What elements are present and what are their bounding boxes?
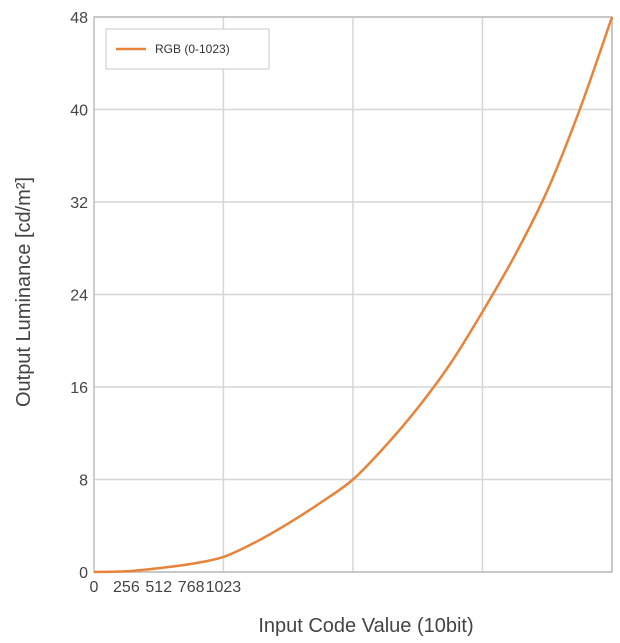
x-tick-label-256: 256 [113,579,140,596]
y-tick-label-40: 40 [70,103,88,120]
x-tick-labels: 0 256 512 768 1023 [90,579,242,596]
y-tick-label-48: 48 [70,10,88,27]
legend: RGB (0-1023) [105,28,270,70]
y-axis-label: Output Luminance [cd/m²] [13,177,35,407]
y-tick-label-0: 0 [79,565,88,582]
plot-frame [93,16,613,573]
x-tick-label-0: 0 [90,579,99,596]
x-tick-label-512: 512 [145,579,172,596]
legend-label-rgb: RGB (0-1023) [155,42,230,56]
x-tick-label-768: 768 [178,579,205,596]
y-tick-labels: 0 8 16 24 32 40 48 [70,10,88,582]
x-tick-label-1023: 1023 [206,579,242,596]
series-line-0 [93,16,614,574]
y-tick-label-8: 8 [79,473,88,490]
x-axis-label: Input Code Value (10bit) [258,615,473,637]
series-layer [93,16,614,574]
y-tick-label-16: 16 [70,380,88,397]
y-tick-label-24: 24 [70,288,88,305]
y-tick-label-32: 32 [70,195,88,212]
